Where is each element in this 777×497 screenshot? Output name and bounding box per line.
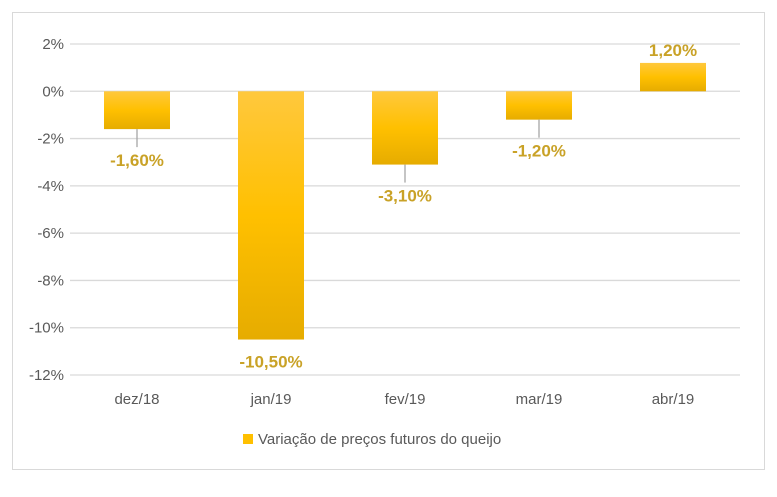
data-label: -3,10% bbox=[378, 187, 432, 206]
x-tick-label: abr/19 bbox=[652, 391, 695, 408]
legend: Variação de preços futuros do queijo bbox=[243, 431, 501, 448]
bar bbox=[104, 91, 170, 130]
data-label: -1,60% bbox=[110, 151, 164, 170]
data-label: 1,20% bbox=[649, 41, 697, 60]
bar bbox=[238, 91, 304, 340]
y-tick-label: -2% bbox=[37, 131, 64, 148]
data-label: -10,50% bbox=[239, 353, 302, 372]
bar bbox=[640, 62, 706, 92]
y-tick-label: 2% bbox=[42, 36, 64, 53]
y-tick-label: -12% bbox=[29, 367, 64, 384]
bar bbox=[506, 91, 572, 120]
x-tick-label: fev/19 bbox=[385, 391, 426, 408]
y-tick-label: -8% bbox=[37, 272, 64, 289]
legend-label: Variação de preços futuros do queijo bbox=[258, 431, 501, 448]
y-tick-label: -6% bbox=[37, 225, 64, 242]
y-tick-label: -4% bbox=[37, 178, 64, 195]
data-label: -1,20% bbox=[512, 142, 566, 161]
y-tick-label: 0% bbox=[42, 83, 64, 100]
legend-swatch bbox=[243, 434, 253, 444]
y-tick-label: -10% bbox=[29, 320, 64, 337]
chart-border bbox=[12, 12, 765, 470]
bar bbox=[372, 91, 438, 165]
x-tick-label: jan/19 bbox=[250, 391, 292, 408]
x-tick-label: dez/18 bbox=[114, 391, 159, 408]
x-tick-label: mar/19 bbox=[516, 391, 563, 408]
